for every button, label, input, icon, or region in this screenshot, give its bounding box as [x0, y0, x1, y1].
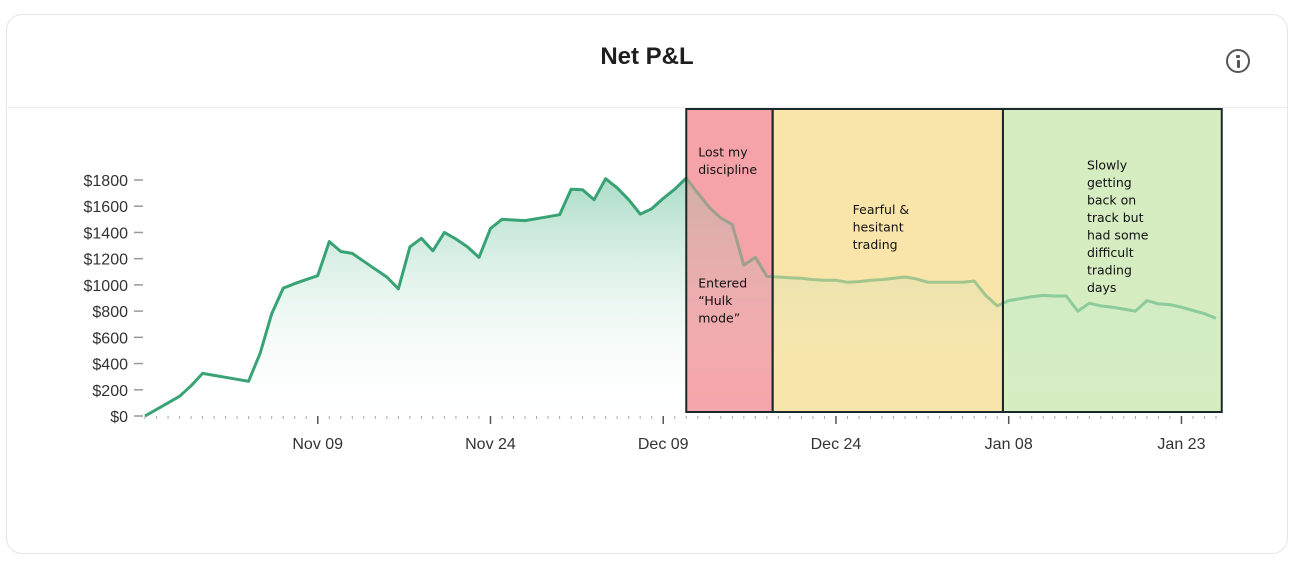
axes: $0 $200 $400 $600 $800 $1000 $1200 $1400 $1600 $1… — [84, 173, 1217, 453]
x-tick-label: Jan 08 — [985, 436, 1033, 453]
annotation-line: Fearful & — [853, 202, 910, 217]
annotation-line: “Hulk — [698, 293, 733, 308]
y-tick-label: $600 — [92, 330, 128, 347]
y-tick-label: $400 — [92, 357, 128, 374]
info-circle-icon[interactable] — [1226, 49, 1250, 73]
annotation-border-recovery — [1001, 108, 1223, 413]
annotation-tint-discipline — [686, 109, 773, 412]
annotation-line: trading — [853, 237, 898, 252]
x-tick-label: Dec 24 — [811, 436, 862, 453]
annotation-line: Entered — [698, 276, 747, 291]
annotation-text-discipline: Entered “Hulk mode” — [698, 276, 747, 326]
annotation-texts: Lost my discipline Entered “Hulk mode” Fearfu… — [698, 144, 1149, 325]
x-tick-label: Nov 24 — [465, 436, 516, 453]
annotation-line: had some — [1087, 228, 1149, 243]
annotation-line: days — [1087, 280, 1117, 295]
annotation-line: Slowly — [1087, 158, 1128, 173]
annotation-line: difficult — [1087, 245, 1134, 260]
annotation-line: trading — [1087, 263, 1132, 278]
annotation-line: Lost my — [698, 144, 748, 159]
y-tick-label: $1200 — [84, 252, 129, 269]
annotation-text-recovery: Slowly getting back on track but had some dif… — [1087, 158, 1149, 296]
annotation-line: back on — [1087, 193, 1136, 208]
y-tick-label: $1000 — [84, 278, 129, 295]
x-tick-label: Dec 09 — [638, 436, 689, 453]
card-header: Net P&L — [7, 15, 1287, 108]
annotation-line: discipline — [698, 162, 757, 177]
chart-title: Net P&L — [600, 43, 694, 70]
annotation-line: getting — [1087, 175, 1132, 190]
annotation-tint-recovery — [1002, 109, 1222, 412]
x-tick-label: Jan 23 — [1157, 436, 1205, 453]
info-dot — [1236, 55, 1240, 58]
annotation-borders — [685, 108, 1223, 413]
annotation-line: mode” — [698, 311, 740, 326]
y-tick-label: $800 — [92, 304, 128, 321]
annotation-line: hesitant — [853, 220, 904, 235]
x-tick-label: Nov 09 — [292, 436, 343, 453]
info-bar — [1236, 60, 1240, 68]
annotation-tint-fearful — [772, 109, 1003, 412]
y-tick-label: $1800 — [84, 173, 129, 190]
y-tick-label: $0 — [110, 409, 128, 426]
annotation-line: track but — [1087, 210, 1144, 225]
annotation-overlay — [686, 109, 1222, 412]
annotation-text-discipline: Lost my discipline — [698, 144, 757, 177]
annotation-text-fearful: Fearful & hesitant trading — [853, 202, 910, 252]
y-tick-label: $1600 — [84, 199, 129, 216]
y-tick-label: $200 — [92, 383, 128, 400]
y-tick-label: $1400 — [84, 225, 129, 242]
